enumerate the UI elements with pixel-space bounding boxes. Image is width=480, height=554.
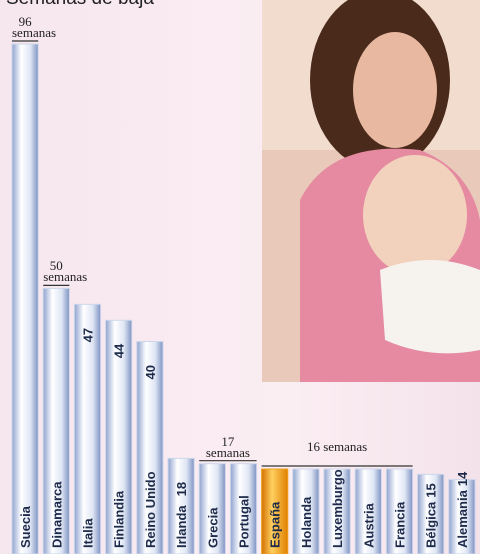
category: Suecia [18,505,33,548]
x-tick-label: Francia [393,501,408,548]
page: Semanas de baja Suecia Dinamarca Italia 47 F… [0,0,480,554]
value-label: 15 [424,483,439,497]
x-tick-label: Portugal [237,495,252,548]
value-label: 96 semanas [12,16,38,38]
value-label: 50 semanas [43,260,69,282]
x-tick-label: España [268,501,283,548]
x-tick-label: Holanda [299,496,314,548]
x-tick-label: Grecia [205,507,220,548]
category: Grecia [205,507,220,548]
value-label: 18 [174,482,189,496]
category: Reino Unido [143,471,158,548]
category: Austria [361,502,376,548]
category: Bélgica [424,501,439,548]
x-tick-label: Reino Unido [143,471,158,548]
category: Portugal [237,495,252,548]
category: Luxemburgo [330,469,345,548]
x-tick-label: Suecia [18,505,33,548]
x-tick-label: Finlandia [112,490,127,548]
chart-title: Semanas de baja [6,0,154,9]
x-tick-label: Luxemburgo [330,469,345,548]
category: Francia [393,501,408,548]
x-tick-label: Bélgica 15 [424,483,439,548]
x-tick-label: Italia [81,518,96,548]
x-tick-label: Irlanda [174,505,189,548]
value-label: 47 [81,328,96,342]
value-label: 40 [143,365,158,379]
category: Irlanda [174,505,189,548]
value-label: 17 semanas [199,436,256,458]
photo [262,0,480,382]
category: Italia [81,518,96,548]
category: Holanda [299,496,314,548]
category: España [268,501,283,548]
category: Dinamarca [49,481,64,548]
category: Finlandia [112,490,127,548]
category: Alemania [455,489,470,548]
x-tick-label: Austria [361,502,376,548]
x-tick-label: Alemania 14 [455,471,470,548]
value-label: 16 semanas [262,441,413,452]
value-label: 14 [455,471,470,486]
x-tick-label: Dinamarca [49,481,64,548]
bar [12,44,38,554]
value-label: 44 [112,343,127,358]
